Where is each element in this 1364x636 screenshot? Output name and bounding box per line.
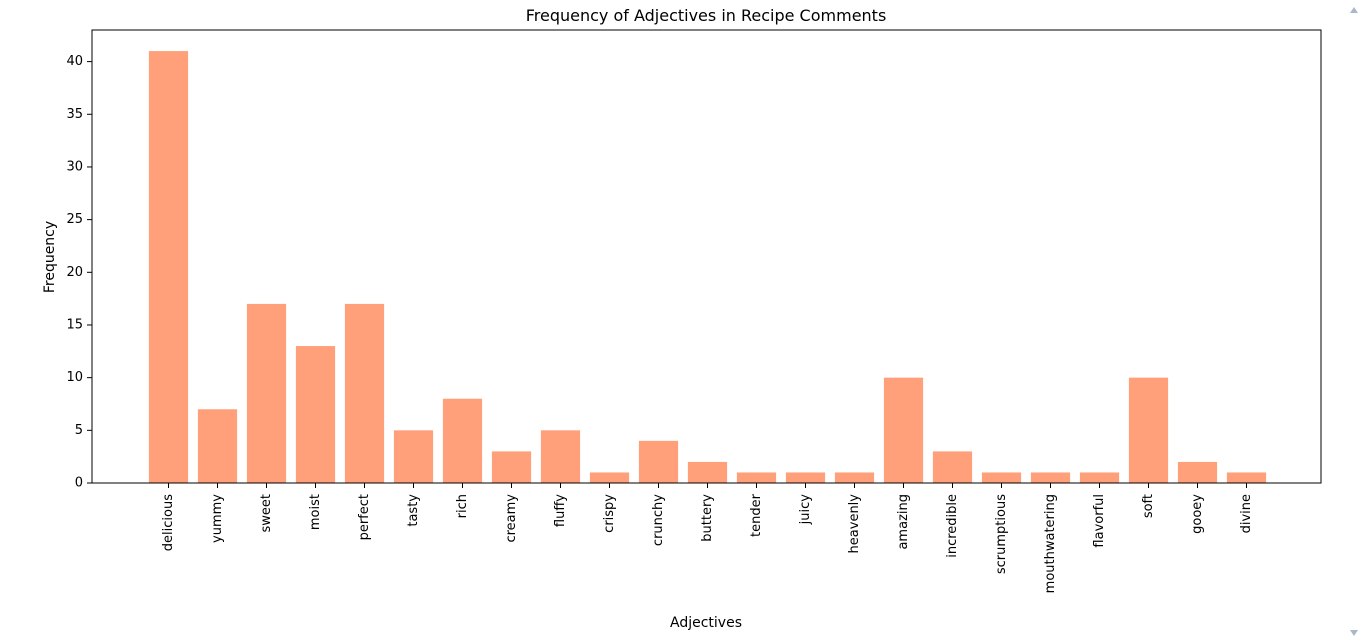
bar-creamy [491,451,532,483]
x-tick-label-crispy: crispy [602,494,617,533]
bar-tasty [393,430,434,483]
x-tick-label-divine: divine [1239,494,1254,533]
bar-heavenly [834,472,875,483]
bar-sweet [246,303,287,483]
y-tick-label: 10 [66,370,83,385]
y-tick-label: 30 [66,159,83,174]
scroll-up-icon[interactable] [1350,7,1358,13]
x-axis: delicious yummy sweet moist perfect tasty rich… [161,483,1254,593]
y-tick-label: 40 [66,54,83,69]
bar-incredible [932,451,973,483]
scroll-down-icon[interactable] [1350,630,1358,636]
bar-mouthwatering [1030,472,1071,483]
y-tick-label: 15 [66,317,83,332]
bar-rich [442,398,483,483]
chart-title: Frequency of Adjectives in Recipe Commen… [526,6,887,25]
bar-moist [295,346,336,483]
bar-gooey [1177,461,1218,483]
x-tick-label-sweet: sweet [259,494,274,533]
x-tick-label-rich: rich [455,494,470,518]
bar-perfect [344,303,385,483]
x-axis-label: Adjectives [670,615,742,631]
x-tick-label-perfect: perfect [357,494,372,540]
x-tick-label-moist: moist [308,494,323,530]
bar-buttery [687,461,728,483]
y-tick-label: 25 [66,212,83,227]
bar-flavorful [1079,472,1120,483]
x-tick-label-tasty: tasty [406,494,421,527]
y-tick-label: 5 [75,423,83,438]
x-tick-label-delicious: delicious [161,494,176,551]
x-tick-label-fluffy: fluffy [553,494,568,527]
x-tick-label-yummy: yummy [210,494,225,543]
y-axis-label: Frequency [42,221,58,293]
bar-scrumptious [981,472,1022,483]
x-tick-label-amazing: amazing [896,494,911,550]
x-tick-label-gooey: gooey [1190,494,1205,534]
x-tick-label-juicy: juicy [798,494,813,526]
bar-crunchy [638,440,679,483]
y-tick-label: 35 [66,107,83,122]
x-tick-label-crunchy: crunchy [651,494,666,546]
x-tick-label-scrumptious: scrumptious [994,494,1009,574]
x-tick-label-heavenly: heavenly [847,494,862,554]
bar-divine [1226,472,1267,483]
bar-amazing [883,377,924,483]
plot-frame [91,29,1322,484]
bars-group [148,51,1267,484]
bar-juicy [785,472,826,483]
y-tick-label: 20 [66,265,83,280]
bar-soft [1128,377,1169,483]
x-tick-label-buttery: buttery [700,494,715,542]
x-tick-label-soft: soft [1141,494,1156,518]
x-tick-label-incredible: incredible [945,494,960,558]
bar-delicious [148,51,189,484]
bar-yummy [197,409,238,483]
x-tick-label-mouthwatering: mouthwatering [1043,494,1058,593]
bar-fluffy [540,430,581,483]
bar-tender [736,472,777,483]
bar-crispy [589,472,630,483]
x-tick-label-creamy: creamy [504,494,519,543]
x-tick-label-tender: tender [749,493,764,537]
x-tick-label-flavorful: flavorful [1092,494,1107,548]
y-axis: 0 5 10 15 20 25 30 35 40 [66,54,92,491]
y-tick-label: 0 [75,476,83,491]
